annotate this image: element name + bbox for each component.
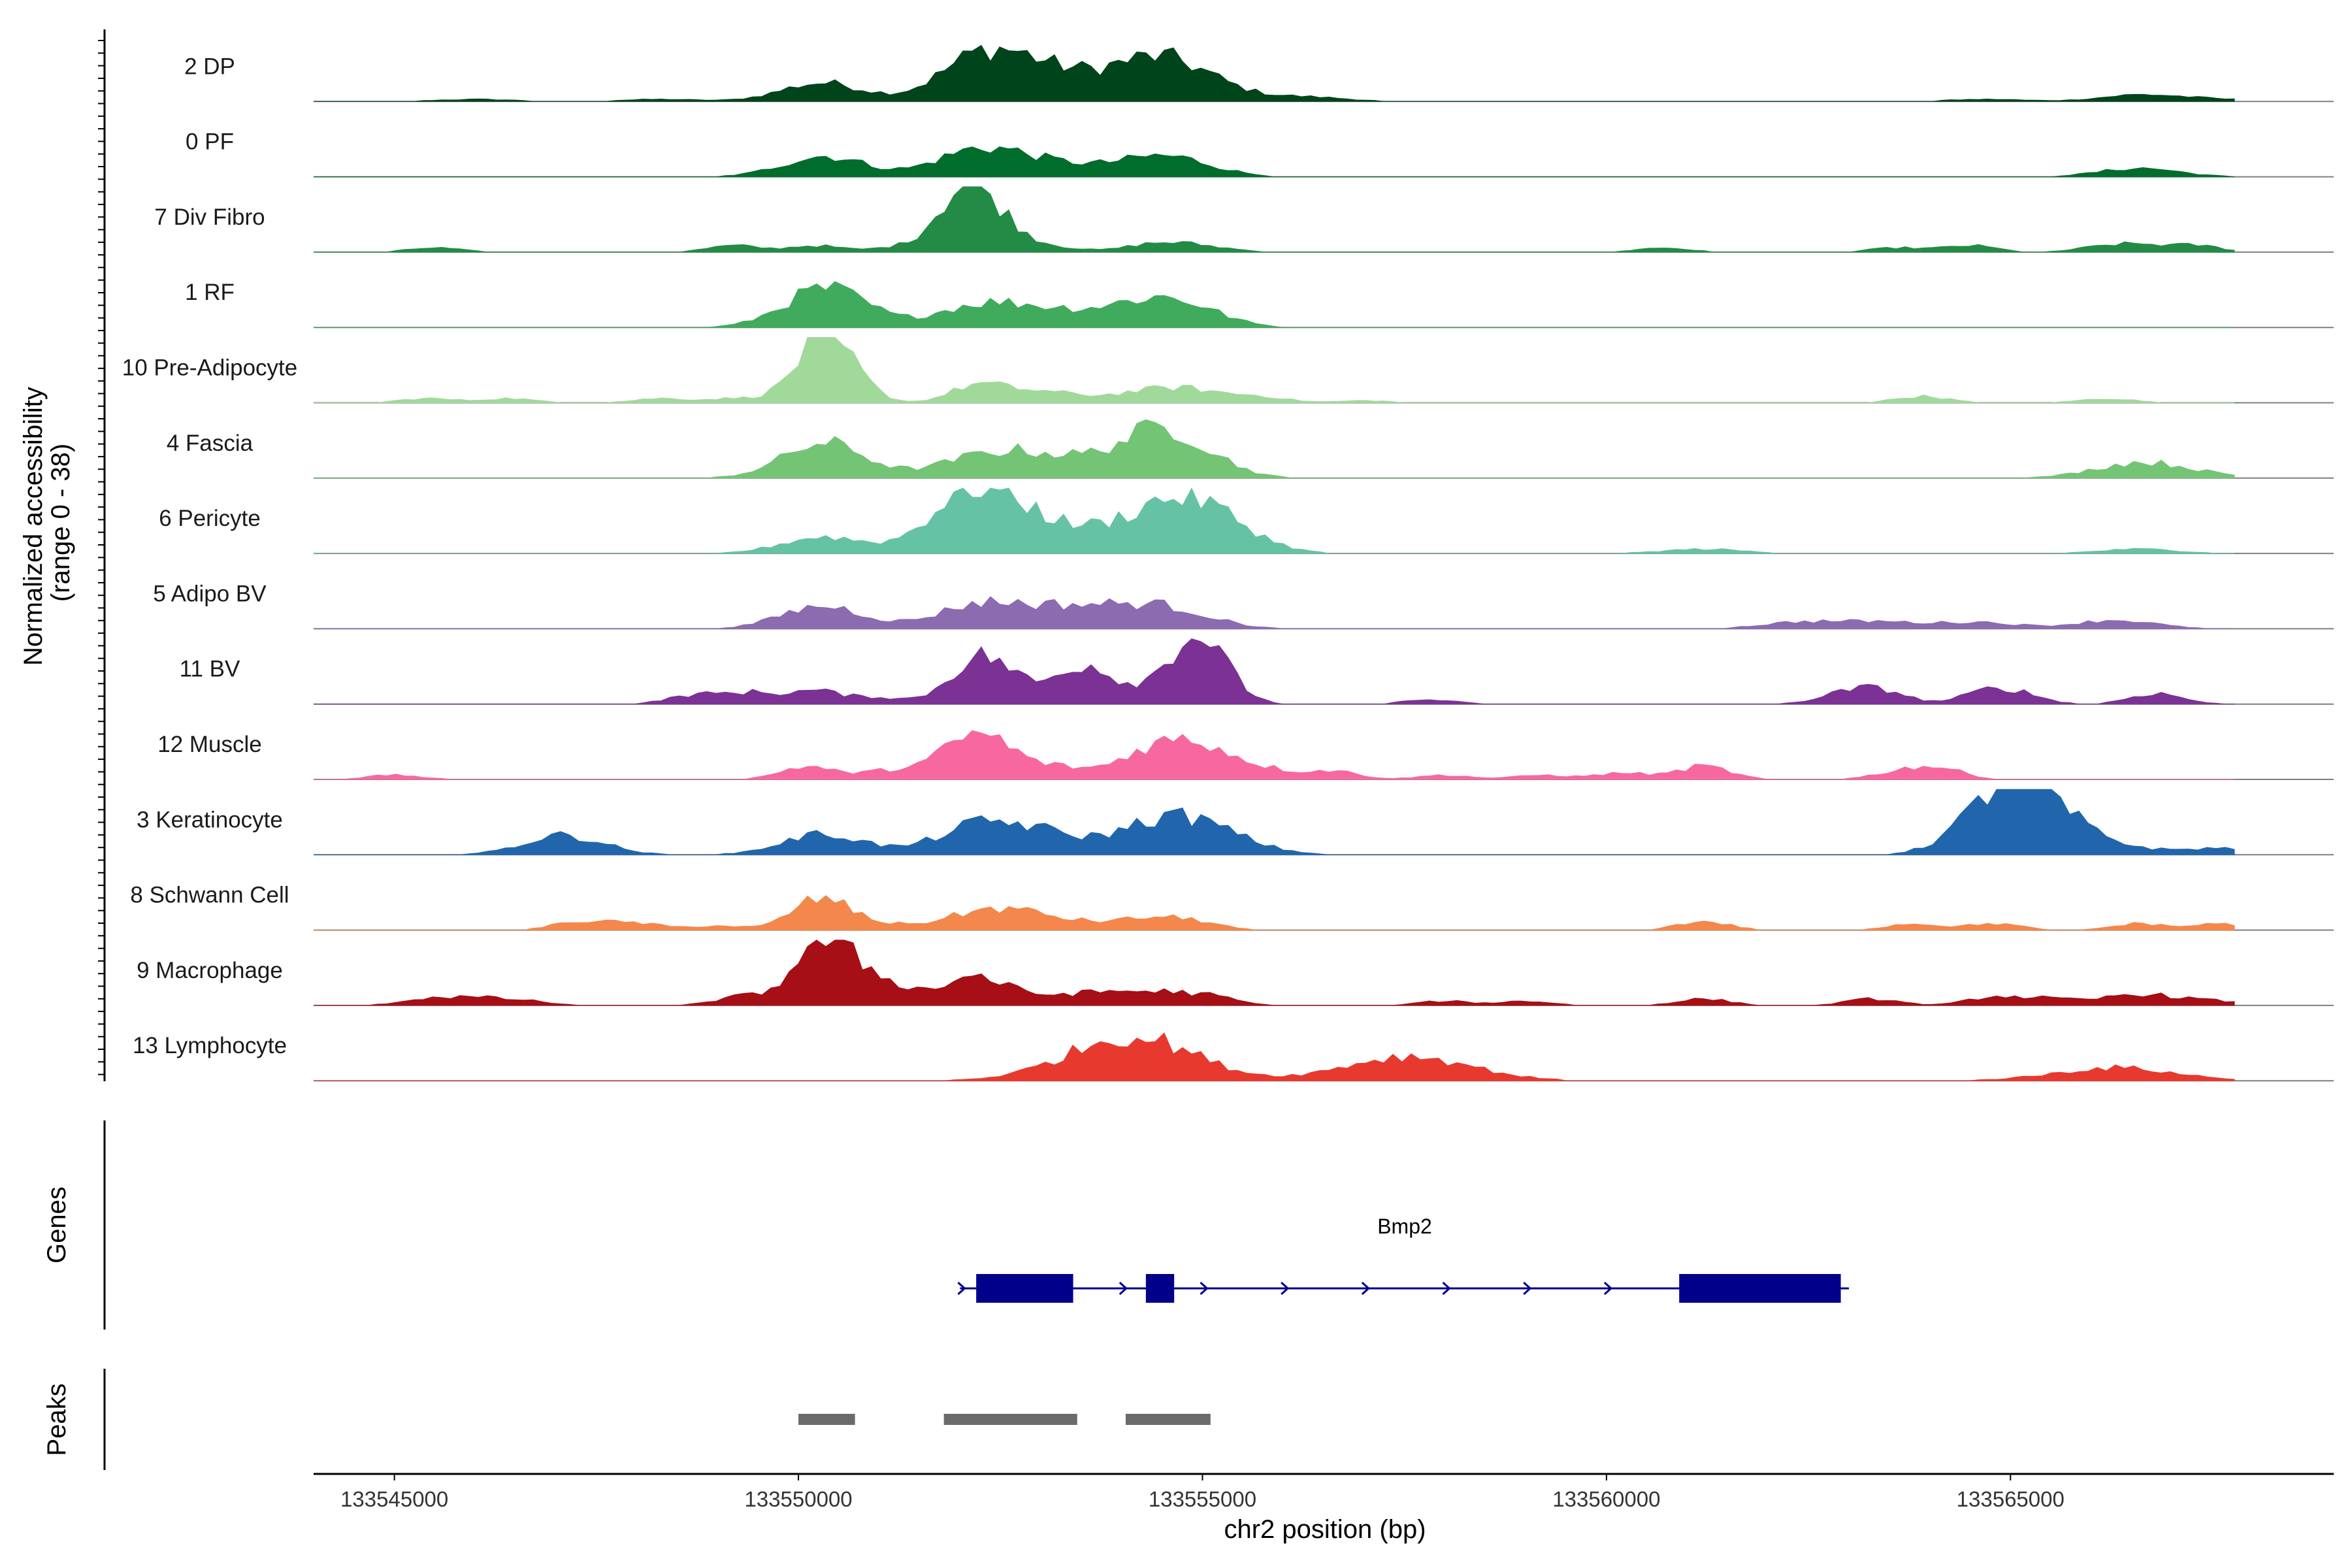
peak-region — [798, 1414, 855, 1425]
x-tick-label: 133565000 — [1957, 1487, 2065, 1511]
y-axis-title: Normalized accessibility (range 0 - 38) — [19, 380, 75, 666]
peaks-panel-label: Peaks — [42, 1383, 71, 1456]
track-label: 11 BV — [180, 657, 240, 682]
gene-exon — [976, 1274, 1073, 1303]
track-label: 10 Pre-Adipocyte — [122, 355, 297, 381]
track-label: 4 Fascia — [167, 431, 253, 456]
y-axis-title-line2: (range 0 - 38) — [46, 444, 75, 602]
coverage-area — [314, 1032, 2235, 1081]
gene-label: Bmp2 — [1377, 1215, 1432, 1238]
coverage-area — [314, 939, 2235, 1006]
x-axis-ticks: 133545000 133550000 133555000 133560000 1335… — [340, 1474, 2065, 1511]
peak-region — [1125, 1414, 1211, 1425]
coverage-area — [314, 789, 2235, 855]
strand-arrow — [1603, 1281, 1613, 1296]
track-label: 3 Keratinocyte — [137, 807, 283, 832]
gene-exon — [1145, 1274, 1175, 1303]
strand-arrow — [1523, 1281, 1532, 1296]
coverage-area — [314, 638, 2234, 705]
track-label: 9 Macrophage — [137, 958, 283, 983]
track-label: 8 Schwann Cell — [130, 883, 289, 908]
track-label: 12 Muscle — [157, 732, 262, 757]
coverage-axis-ticks — [98, 40, 105, 1075]
peak-region — [943, 1414, 1077, 1425]
peak-regions — [798, 1414, 1211, 1425]
track-label: 1 RF — [185, 280, 235, 305]
track-label: 2 DP — [184, 54, 235, 79]
track-labels: 2 DP 0 PF 7 Div Fibro 1 RF 10 Pre-Adipocyte 4… — [122, 54, 297, 1058]
gene-models: Bmp2 — [957, 1215, 1849, 1303]
coverage-area — [314, 596, 2234, 629]
gene-exon — [1679, 1274, 1841, 1303]
track-label: 5 Adipo BV — [153, 581, 267, 606]
strand-arrow — [1442, 1281, 1451, 1296]
coverage-area — [314, 44, 2235, 102]
coverage-area — [314, 281, 2234, 328]
coverage-area — [314, 487, 2234, 554]
track-label: 13 Lymphocyte — [133, 1033, 287, 1058]
coverage-area — [314, 419, 2235, 479]
x-tick-label: 133550000 — [744, 1487, 852, 1511]
strand-arrow — [957, 1281, 966, 1296]
x-tick-label: 133560000 — [1552, 1487, 1660, 1511]
coverage-tracks — [314, 44, 2334, 1082]
track-label: 7 Div Fibro — [154, 204, 265, 230]
strand-arrow — [1119, 1281, 1128, 1296]
coverage-area — [314, 146, 2235, 178]
track-label: 0 PF — [186, 129, 234, 155]
genes-panel-label: Genes — [42, 1186, 71, 1264]
coverage-area — [314, 895, 2235, 931]
strand-arrow — [1281, 1281, 1290, 1296]
x-tick-label: 133545000 — [340, 1487, 448, 1511]
strand-arrow — [1361, 1281, 1371, 1296]
coverage-area — [314, 337, 2234, 403]
strand-arrow — [1200, 1281, 1209, 1296]
coverage-area — [314, 186, 2235, 253]
track-label: 6 Pericyte — [159, 506, 261, 531]
x-tick-label: 133555000 — [1149, 1487, 1256, 1511]
x-axis-title: chr2 position (bp) — [1224, 1515, 1426, 1544]
coverage-area — [314, 730, 2234, 780]
y-axis-title-line1: Normalized accessibility — [19, 387, 48, 666]
